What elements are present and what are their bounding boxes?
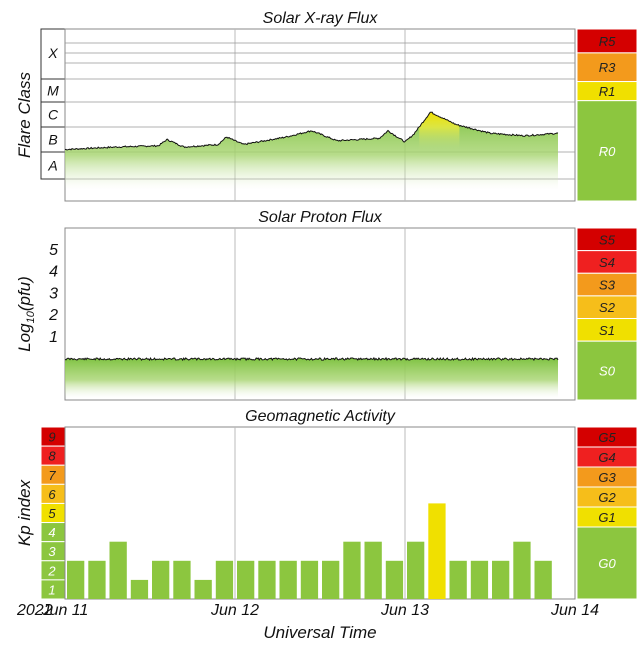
kp-bar	[215, 560, 234, 599]
kp-bar	[300, 560, 319, 599]
scale-label: S3	[599, 278, 616, 293]
x-tick-label: Jun 13	[380, 602, 429, 619]
scale-label: G2	[598, 490, 616, 505]
scale-label: R1	[599, 84, 616, 99]
kp-bar	[194, 579, 212, 599]
kp-bar	[492, 560, 510, 599]
kp-level-label: 2	[47, 563, 56, 578]
scale-label: G0	[598, 556, 616, 571]
flare-class-label: C	[48, 107, 59, 123]
scale-label: S1	[599, 323, 615, 338]
proton-y-ticks: 5 4 3 2 1	[48, 242, 58, 346]
kp-bar	[428, 503, 446, 599]
kp-bar	[258, 560, 276, 599]
flare-class-box	[40, 28, 66, 180]
kp-bar	[173, 560, 191, 599]
kp-bar	[534, 560, 552, 599]
scale-label: G1	[598, 510, 615, 525]
xray-flux-line	[65, 111, 559, 151]
scale-level-R3	[576, 52, 638, 83]
scale-label: G4	[598, 450, 615, 465]
proton-flux-fill	[65, 357, 558, 398]
geomag-title: Geomagnetic Activity	[245, 408, 396, 425]
scale-label: R5	[599, 34, 616, 49]
flare-class-label: X	[47, 45, 58, 61]
kp-bar	[130, 579, 149, 599]
scale-label: S5	[599, 232, 616, 247]
flare-class-label: A	[47, 158, 57, 174]
proton-ylabel-end: (pfu)	[15, 276, 34, 311]
proton-ylabel-sub: 10	[25, 310, 37, 323]
x-tick-label: Jun 11	[41, 602, 89, 619]
kp-bar	[109, 541, 127, 599]
kp-bar	[67, 560, 85, 599]
x-tick-label: Jun 12	[210, 602, 259, 619]
kp-bar	[407, 541, 425, 599]
scale-label: R3	[599, 60, 616, 75]
proton-flux-line	[65, 356, 559, 362]
kp-level-label: 8	[48, 449, 56, 464]
kp-level-label: 7	[48, 468, 56, 483]
x-axis-year: 2022	[16, 602, 53, 619]
proton-tick-label: 1	[49, 329, 58, 346]
proton-tick-label: 4	[49, 264, 58, 281]
kp-bar	[470, 560, 489, 599]
proton-tick-label: 3	[49, 285, 58, 302]
radiation-storm-scale: S5 S4 S3 S2 S1 S0	[576, 227, 638, 401]
kp-bar	[364, 541, 382, 599]
scale-label: S4	[599, 255, 615, 270]
geomag-gridlines	[234, 427, 406, 599]
x-axis-ticks: Jun 11 Jun 12 Jun 13 Jun 14	[41, 602, 600, 619]
kp-level-scale: 9 8 7 6 5 4 3 2 1	[40, 426, 66, 600]
kp-bar	[88, 560, 106, 599]
kp-bar	[279, 560, 297, 599]
kp-level-label: 6	[48, 487, 56, 502]
proton-tick-label: 5	[49, 242, 58, 259]
geomag-plot-frame	[64, 426, 576, 600]
scale-level-R0	[576, 100, 638, 202]
kp-level-label: 3	[48, 544, 56, 559]
kp-bar	[513, 541, 531, 599]
kp-level-label: 9	[48, 430, 55, 445]
radio-blackout-scale: R5 R3 R1 R0	[576, 28, 638, 202]
scale-level-G0	[576, 526, 638, 600]
xray-title: Solar X-ray Flux	[263, 10, 379, 27]
kp-level-label: 5	[48, 506, 56, 521]
kp-bar	[385, 560, 404, 599]
proton-ylabel: Log10(pfu)	[15, 276, 37, 352]
geomag-ylabel: Kp index	[15, 479, 34, 546]
scale-label: S0	[599, 364, 616, 379]
scale-label: R0	[599, 144, 616, 159]
scale-label: S2	[599, 300, 616, 315]
flare-class-label: B	[48, 132, 57, 148]
flare-class-label: M	[47, 83, 59, 99]
proton-ylabel-main: Log	[15, 323, 34, 352]
proton-tick-label: 2	[48, 307, 58, 324]
kp-bar	[322, 560, 340, 599]
xray-ylabel: Flare Class	[15, 72, 34, 158]
kp-bar	[237, 560, 255, 599]
scale-label: G5	[598, 430, 616, 445]
x-axis-label: Universal Time	[263, 623, 376, 642]
kp-level-label: 1	[48, 582, 55, 597]
kp-level-label: 4	[48, 525, 55, 540]
kp-bar	[343, 541, 361, 599]
proton-title: Solar Proton Flux	[258, 209, 383, 226]
kp-bars	[67, 503, 552, 599]
x-tick-label: Jun 14	[550, 602, 599, 619]
kp-bar	[449, 560, 467, 599]
scale-level-S0	[576, 340, 638, 401]
kp-bar	[152, 560, 170, 599]
scale-label: G3	[598, 470, 616, 485]
geomag-storm-scale: G5 G4 G3 G2 G1 G0	[576, 426, 638, 600]
